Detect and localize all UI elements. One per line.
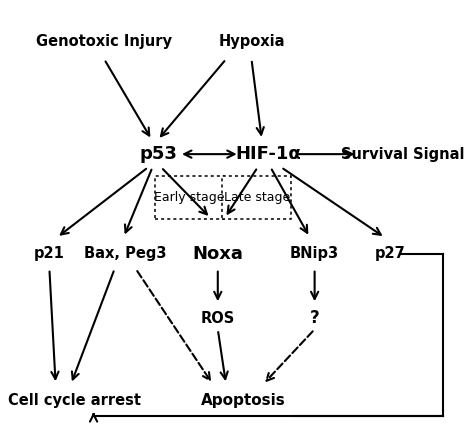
Text: Survival Signal: Survival Signal [341,147,465,162]
Text: HIF-1α: HIF-1α [236,145,301,163]
Text: Noxa: Noxa [192,244,243,263]
Text: p53: p53 [140,145,178,163]
Text: Genotoxic Injury: Genotoxic Injury [36,34,172,49]
Text: p27: p27 [375,246,406,261]
Text: Early stage: Early stage [154,191,225,204]
Text: Bax, Peg3: Bax, Peg3 [84,246,166,261]
Text: Hypoxia: Hypoxia [218,34,285,49]
FancyBboxPatch shape [155,176,224,219]
FancyBboxPatch shape [222,176,292,219]
Text: Late stage: Late stage [224,191,290,204]
Text: Apoptosis: Apoptosis [201,393,285,408]
Text: p21: p21 [34,246,65,261]
Text: ?: ? [310,310,319,328]
Text: ROS: ROS [201,311,235,326]
Text: BNip3: BNip3 [290,246,339,261]
Text: Cell cycle arrest: Cell cycle arrest [8,393,141,408]
